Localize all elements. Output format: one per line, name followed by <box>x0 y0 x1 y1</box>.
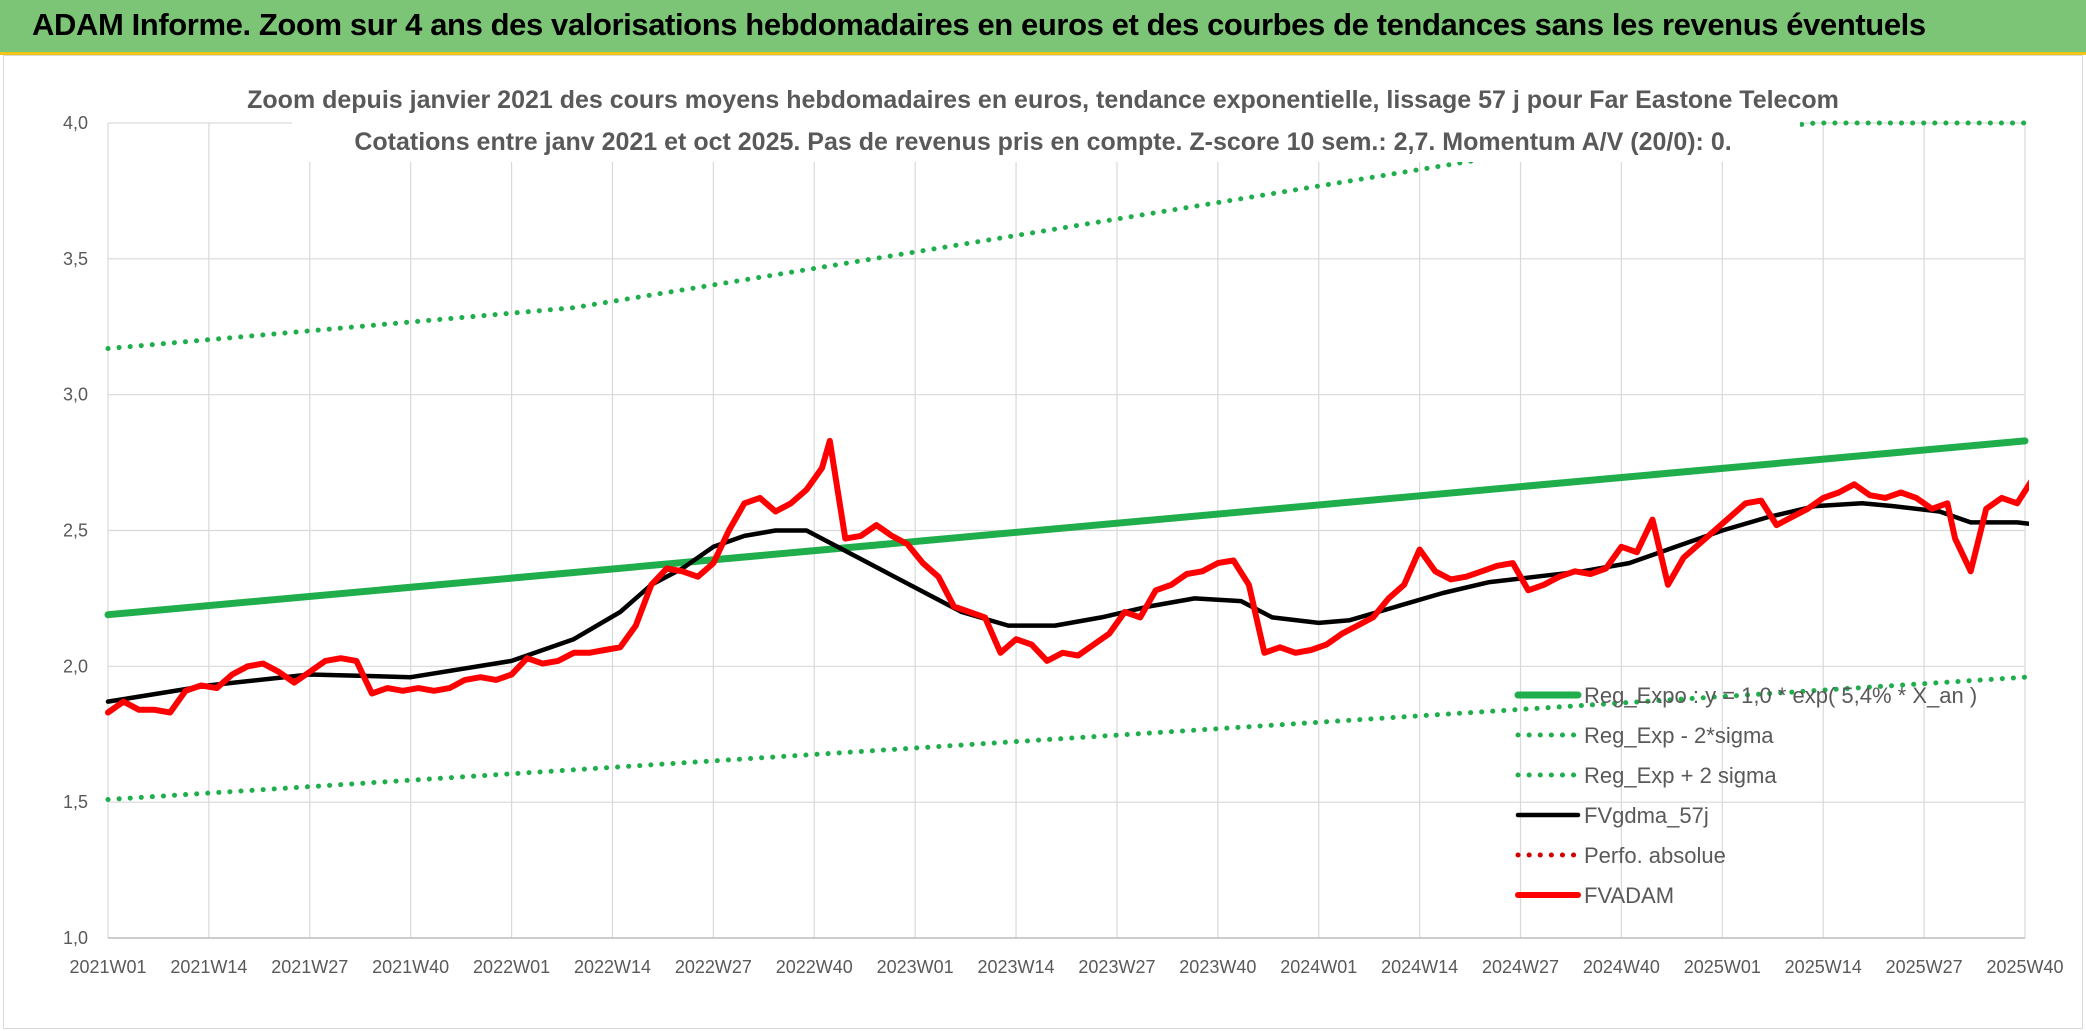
x-tick-label: 2023W27 <box>1078 957 1155 977</box>
y-tick-label: 2,0 <box>63 656 88 676</box>
x-tick-label: 2021W27 <box>271 957 348 977</box>
x-tick-label: 2025W01 <box>1684 957 1761 977</box>
legend-label: FVgdma_57j <box>1584 803 1709 828</box>
header-bar: ADAM Informe. Zoom sur 4 ans des valoris… <box>0 0 2086 55</box>
x-tick-label: 2025W27 <box>1886 957 1963 977</box>
x-tick-label: 2025W40 <box>1986 957 2063 977</box>
series-line-reg-exp-2-sigma <box>105 120 2028 351</box>
y-tick-label: 3,5 <box>63 249 88 269</box>
x-tick-label: 2023W40 <box>1179 957 1256 977</box>
x-tick-label: 2024W27 <box>1482 957 1559 977</box>
x-tick-label: 2023W14 <box>978 957 1055 977</box>
series-line-reg-exp-2-sigma <box>105 674 2028 802</box>
x-tick-label: 2024W14 <box>1381 957 1458 977</box>
x-tick-label: 2022W01 <box>473 957 550 977</box>
chart-area <box>3 55 2083 1029</box>
x-tick-label: 2021W01 <box>69 957 146 977</box>
y-tick-label: 1,5 <box>63 792 88 812</box>
chart-subtitle-line-2: Cotations entre janv 2021 et oct 2025. P… <box>354 128 1731 156</box>
x-tick-label: 2024W01 <box>1280 957 1357 977</box>
y-tick-label: 4,0 <box>63 113 88 133</box>
x-tick-label: 2021W40 <box>372 957 449 977</box>
x-tick-label: 2024W40 <box>1583 957 1660 977</box>
x-tick-label: 2022W14 <box>574 957 651 977</box>
series-line-reg-expo <box>104 437 2029 619</box>
subtitle-backdrop <box>292 80 1800 162</box>
legend: Reg_Expo : y = 1,0 * exp( 5,4% * X_an ) R… <box>1514 683 1977 908</box>
y-tick-label: 2,5 <box>63 521 88 541</box>
axis-labels: 1,0 1,5 2,0 2,5 3,0 3,5 4,0 2021W01 2021W14 2021W… <box>63 113 2064 977</box>
y-tick-label: 3,0 <box>63 385 88 405</box>
x-tick-label: 2025W14 <box>1785 957 1862 977</box>
x-tick-label: 2022W40 <box>776 957 853 977</box>
series-line-fvgdma-57j <box>105 501 2029 704</box>
y-tick-label: 1,0 <box>63 928 88 948</box>
legend-label: FVADAM <box>1584 883 1674 908</box>
series-line-fvadam <box>105 437 2029 716</box>
series-layer <box>104 120 2029 802</box>
x-tick-label: 2022W27 <box>675 957 752 977</box>
x-tick-label: 2021W14 <box>170 957 247 977</box>
legend-label: Reg_Exp - 2*sigma <box>1584 723 1774 748</box>
page-title: ADAM Informe. Zoom sur 4 ans des valoris… <box>32 7 1926 42</box>
legend-label: Perfo. absolue <box>1584 843 1726 868</box>
chart-subtitle-line-1: Zoom depuis janvier 2021 des cours moyen… <box>247 86 1839 114</box>
legend-label: Reg_Expo : y = 1,0 * exp( 5,4% * X_an ) <box>1584 683 1977 708</box>
legend-label: Reg_Exp + 2 sigma <box>1584 763 1777 788</box>
x-tick-label: 2023W01 <box>877 957 954 977</box>
